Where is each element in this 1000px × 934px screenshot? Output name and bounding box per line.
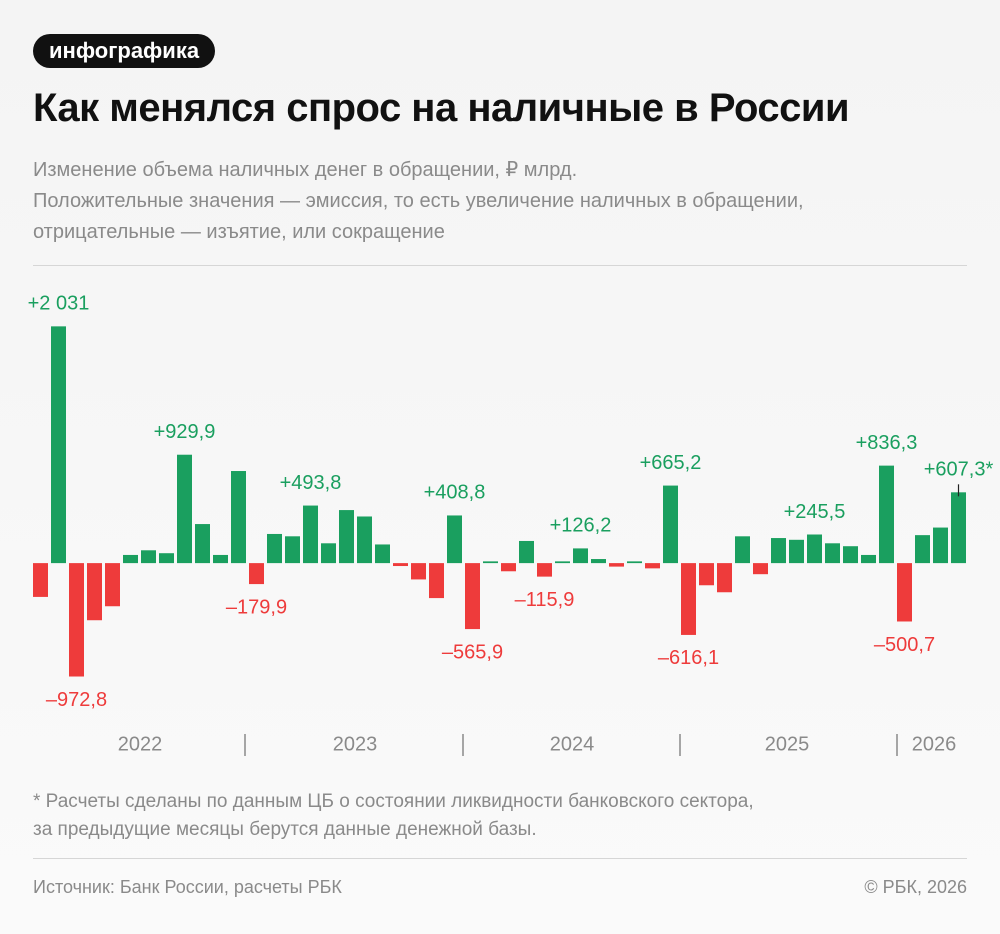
divider (33, 858, 967, 859)
bar (933, 527, 948, 564)
bar (159, 553, 174, 564)
bar (591, 559, 606, 564)
footnote: * Расчеты сделаны по данным ЦБ о состоян… (33, 788, 754, 844)
value-label: –115,9 (515, 589, 575, 611)
value-label: +2 031 (28, 293, 90, 315)
year-label: 2024 (550, 733, 595, 755)
year-label: 2023 (333, 733, 378, 755)
bar (123, 554, 138, 564)
bar (825, 543, 840, 564)
bar (375, 544, 390, 564)
bar (411, 563, 426, 580)
bar (645, 563, 660, 569)
title: Как менялся спрос на наличные в России (33, 86, 850, 130)
bar (447, 515, 462, 564)
bar (105, 563, 120, 607)
bar (897, 563, 912, 622)
value-label: +665,2 (640, 452, 702, 474)
bar (357, 516, 372, 564)
bar (753, 563, 768, 575)
bar (429, 563, 444, 599)
bar (663, 485, 678, 564)
bar (393, 563, 408, 567)
value-label: –616,1 (658, 647, 719, 669)
bar (267, 533, 282, 564)
bar (87, 563, 102, 621)
bar (609, 563, 624, 567)
bar (555, 561, 570, 564)
bar (807, 534, 822, 564)
bar (843, 546, 858, 564)
bar (537, 563, 552, 577)
value-label: +929,9 (154, 421, 216, 443)
footnote-line: * Расчеты сделаны по данным ЦБ о состоян… (33, 791, 754, 812)
footnote-line: за предыдущие месяцы берутся данные дене… (33, 819, 537, 840)
bar (285, 536, 300, 564)
copyright: © РБК, 2026 (864, 877, 967, 897)
source: Источник: Банк России, расчеты РБК (33, 877, 342, 897)
bar (483, 561, 498, 564)
subtitle-line: Изменение объема наличных денег в обраще… (33, 159, 578, 181)
chart: +2 031 –972,8 +929,9 –179,9 +493,8 +408,8 –565… (28, 293, 994, 756)
value-label: +408,8 (424, 482, 486, 504)
bar (33, 563, 48, 597)
bar (717, 563, 732, 593)
value-label: +607,3* (924, 459, 994, 481)
bar (249, 563, 264, 585)
subtitle-line: отрицательные — изъятие, или сокращение (33, 221, 445, 243)
bar (573, 548, 588, 564)
bar (303, 505, 318, 564)
bar (789, 539, 804, 564)
subtitle-line: Положительные значения — эмиссия, то ест… (33, 190, 804, 212)
subtitle: Изменение объема наличных денег в обраще… (33, 155, 804, 248)
bar (699, 563, 714, 586)
year-label: 2025 (765, 733, 810, 755)
bar (213, 554, 228, 564)
bar (951, 492, 966, 564)
bar (519, 540, 534, 564)
bar (231, 471, 246, 564)
bar (141, 550, 156, 564)
year-label: 2022 (118, 733, 163, 755)
bar (915, 535, 930, 564)
bar (627, 561, 642, 564)
bar (51, 326, 66, 564)
bar (195, 524, 210, 564)
value-label: –972,8 (46, 689, 107, 711)
bar (339, 510, 354, 564)
value-label: –179,9 (226, 596, 287, 618)
bar (771, 538, 786, 564)
bar (735, 536, 750, 564)
value-label: –500,7 (874, 634, 935, 656)
bar (681, 563, 696, 635)
value-label: –565,9 (442, 641, 503, 663)
divider (33, 265, 967, 266)
value-label: +493,8 (280, 472, 342, 494)
bar (321, 543, 336, 564)
value-label: +126,2 (550, 515, 612, 537)
bar (861, 554, 876, 564)
value-label: +836,3 (856, 432, 918, 454)
value-label: +245,5 (784, 501, 846, 523)
bar (879, 465, 894, 564)
badge: инфографика (33, 34, 216, 68)
bar (501, 563, 516, 572)
bar (177, 454, 192, 564)
bar (465, 563, 480, 630)
bar (69, 563, 84, 677)
year-label: 2026 (912, 733, 957, 755)
